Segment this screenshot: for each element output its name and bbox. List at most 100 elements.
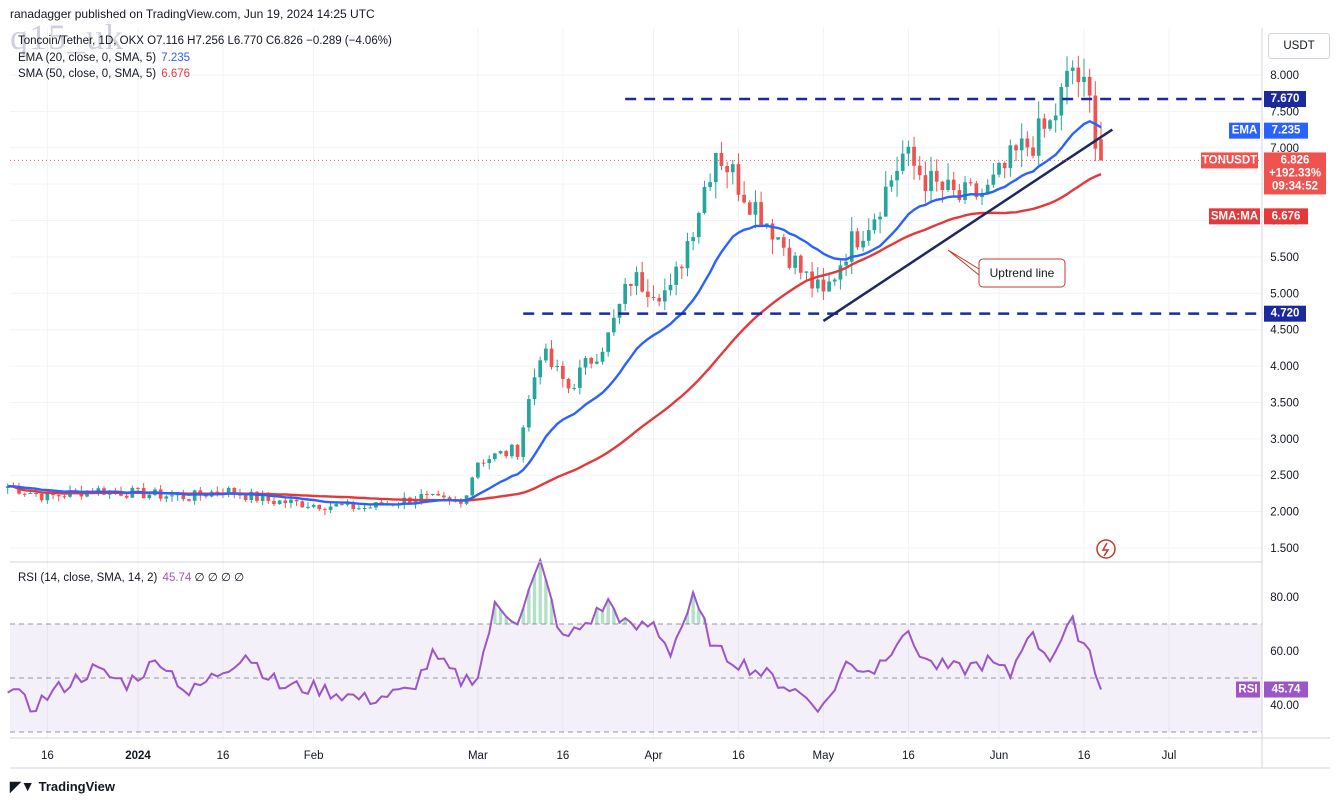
- candle-body: [798, 255, 803, 273]
- candle-body: [872, 219, 877, 231]
- candle-body: [566, 378, 571, 389]
- candle-body: [946, 179, 950, 191]
- candle-body: [883, 186, 888, 217]
- price-tick-label: 5.000: [1270, 288, 1299, 300]
- publish-credit: ranadagger published on TradingView.com,…: [10, 7, 375, 21]
- candle-body: [708, 182, 712, 187]
- candle-body: [1019, 138, 1024, 151]
- candle-body: [215, 491, 220, 493]
- candle-body: [889, 180, 894, 187]
- candle-body: [272, 501, 276, 505]
- candle-body: [328, 506, 333, 510]
- candle-body: [532, 377, 537, 400]
- support-tag-text: 4.720: [1271, 308, 1300, 320]
- last-price-tag-text: +192.33%: [1269, 167, 1321, 179]
- candle-body: [357, 508, 361, 510]
- candle-body: [300, 501, 305, 508]
- ticker-tag-text: TONUSDT: [1202, 154, 1257, 166]
- ema-legend[interactable]: EMA (20, close, 0, SMA, 5) 7.235: [18, 52, 190, 64]
- grid-lines: [10, 28, 1262, 738]
- candle-body: [934, 170, 939, 182]
- symbol-line: Toncoin/Tether, 1D, OKX O7.116 H7.256 L6…: [18, 35, 392, 47]
- resistance-tag-bg: [1264, 91, 1306, 108]
- brand-label: TradingView: [38, 779, 115, 794]
- candle-body: [124, 495, 129, 498]
- candle-body: [447, 497, 452, 500]
- candle-body: [929, 170, 933, 192]
- candle-body: [549, 348, 554, 367]
- price-tick-label: 2.500: [1270, 470, 1299, 482]
- price-tick-label: 2.000: [1270, 507, 1299, 519]
- candle-body: [283, 500, 288, 504]
- candle-body: [430, 493, 435, 495]
- rsi-overbought-fill: [504, 616, 508, 624]
- candle-body: [561, 365, 565, 379]
- candle-body: [1053, 115, 1058, 121]
- sma-legend-label: SMA (50, close, 0, SMA, 5): [18, 68, 157, 80]
- candle-body: [136, 487, 140, 489]
- candle-body: [997, 162, 1001, 175]
- candle-body: [691, 237, 695, 242]
- tradingview-logo[interactable]: ◤▼ TradingView: [10, 778, 115, 795]
- time-tick-label: Feb: [304, 750, 324, 762]
- candle-body: [311, 504, 316, 507]
- rsi-overbought-fill: [595, 607, 599, 624]
- candle-body: [1076, 67, 1081, 83]
- candle-body: [476, 462, 480, 478]
- candle-body: [895, 170, 899, 181]
- candle-body: [255, 491, 259, 501]
- candle-body: [45, 492, 50, 501]
- candle-body: [713, 152, 718, 183]
- candle-body: [147, 494, 152, 499]
- candle-body: [747, 202, 752, 215]
- candle-body: [844, 261, 848, 266]
- rsi-legend[interactable]: RSI (14, close, SMA, 14, 2) 45.74 ∅ ∅ ∅ …: [18, 570, 244, 584]
- candle-body: [170, 495, 174, 497]
- candle-body: [538, 360, 543, 378]
- candle-body: [611, 317, 616, 333]
- candle-body: [504, 451, 509, 457]
- candle-body: [1014, 145, 1018, 151]
- candle-body: [22, 493, 27, 495]
- candle-body: [260, 495, 265, 501]
- candlestick-series: [5, 55, 1103, 515]
- candle-body: [1093, 95, 1098, 149]
- candle-body: [725, 165, 729, 173]
- rsi-line: [7, 557, 1102, 714]
- ema-legend-value: 7.235: [161, 52, 191, 64]
- rsi-overbought-fill: [685, 613, 690, 624]
- candle-body: [730, 164, 735, 173]
- ema-value-tag-bg: [1264, 122, 1308, 139]
- candle-body: [39, 493, 44, 501]
- time-tick-label: Mar: [468, 750, 488, 762]
- candle-body: [583, 358, 588, 368]
- ema-name-tag-bg: [1229, 122, 1260, 139]
- rsi-overbought-fill: [498, 609, 503, 624]
- candle-body: [679, 266, 684, 269]
- candle-body: [425, 494, 429, 496]
- candle-body: [323, 509, 327, 511]
- resistance-tag-text: 7.670: [1271, 93, 1300, 105]
- candle-body: [617, 303, 622, 318]
- candle-body: [572, 387, 577, 389]
- candle-body: [821, 279, 826, 292]
- rsi-overbought-fill: [532, 574, 537, 624]
- candle-body: [402, 497, 407, 505]
- candle-body: [243, 495, 248, 501]
- candle-body: [917, 165, 922, 176]
- candle-body: [878, 216, 882, 220]
- candle-body: [1059, 87, 1064, 116]
- candle-body: [1031, 147, 1035, 156]
- candle-body: [232, 487, 237, 495]
- candle-body: [1025, 138, 1030, 148]
- sma-legend[interactable]: SMA (50, close, 0, SMA, 5) 6.676: [18, 68, 190, 80]
- candle-body: [277, 500, 282, 505]
- rsi-tick-label: 80.00: [1270, 592, 1299, 604]
- candle-body: [781, 237, 786, 248]
- symbol-legend[interactable]: Toncoin/Tether, 1D, OKX O7.116 H7.256 L6…: [18, 35, 392, 47]
- tradingview-logo-icon: ◤▼: [10, 778, 35, 794]
- candle-body: [923, 175, 928, 192]
- currency-button[interactable]: USDT: [1268, 33, 1330, 59]
- candle-body: [340, 504, 344, 506]
